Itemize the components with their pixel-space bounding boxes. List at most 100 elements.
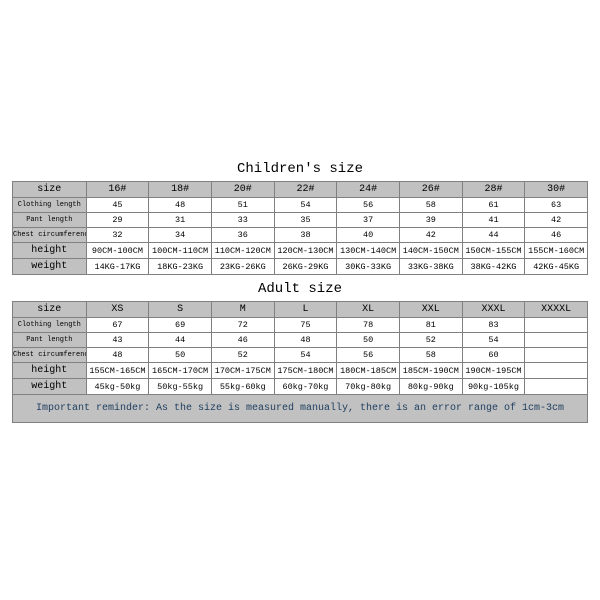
adult-title: Adult size — [12, 275, 588, 301]
cell: 67 — [86, 318, 149, 333]
children-table: size 16# 18# 20# 22# 24# 26# 28# 30# Clo… — [12, 181, 588, 275]
row-label: Clothing length — [13, 318, 87, 333]
table-row: Clothing length 45 48 51 54 56 58 61 63 — [13, 198, 588, 213]
cell: 31 — [149, 213, 212, 228]
cell: 81 — [399, 318, 462, 333]
children-title: Children's size — [12, 155, 588, 181]
cell: 63 — [525, 198, 588, 213]
cell: 50kg-55kg — [149, 379, 212, 395]
cell: 43 — [86, 333, 149, 348]
cell — [525, 348, 588, 363]
adult-size-6: XXXL — [462, 302, 525, 318]
table-row: Chest circumference 1/2 32 34 36 38 40 4… — [13, 228, 588, 243]
cell: 100CM-110CM — [149, 243, 212, 259]
cell: 38KG-42KG — [462, 259, 525, 275]
cell: 75 — [274, 318, 337, 333]
cell: 33KG-38KG — [399, 259, 462, 275]
cell: 26KG-29KG — [274, 259, 337, 275]
cell: 80kg-90kg — [399, 379, 462, 395]
cell: 150CM-155CM — [462, 243, 525, 259]
cell: 32 — [86, 228, 149, 243]
cell: 69 — [149, 318, 212, 333]
cell: 41 — [462, 213, 525, 228]
cell: 18KG-23KG — [149, 259, 212, 275]
cell: 140CM-150CM — [399, 243, 462, 259]
cell: 14KG-17KG — [86, 259, 149, 275]
adult-size-2: M — [211, 302, 274, 318]
cell: 56 — [337, 198, 400, 213]
cell: 36 — [211, 228, 274, 243]
cell — [525, 363, 588, 379]
cell: 54 — [462, 333, 525, 348]
cell: 45 — [86, 198, 149, 213]
cell: 70kg-80kg — [337, 379, 400, 395]
cell: 40 — [337, 228, 400, 243]
cell: 48 — [149, 198, 212, 213]
table-row: height 155CM-165CM 165CM-170CM 170CM-175… — [13, 363, 588, 379]
cell: 130CM-140CM — [337, 243, 400, 259]
cell: 35 — [274, 213, 337, 228]
row-label: weight — [13, 379, 87, 395]
cell — [525, 379, 588, 395]
cell: 34 — [149, 228, 212, 243]
cell: 190CM-195CM — [462, 363, 525, 379]
cell: 48 — [86, 348, 149, 363]
adult-size-0: XS — [86, 302, 149, 318]
adult-size-label: size — [13, 302, 87, 318]
cell: 55kg-60kg — [211, 379, 274, 395]
cell: 90kg-105kg — [462, 379, 525, 395]
cell: 39 — [399, 213, 462, 228]
row-label: Clothing length — [13, 198, 87, 213]
cell: 42 — [399, 228, 462, 243]
cell: 58 — [399, 198, 462, 213]
cell: 42 — [525, 213, 588, 228]
adult-size-3: L — [274, 302, 337, 318]
cell: 83 — [462, 318, 525, 333]
cell: 155CM-160CM — [525, 243, 588, 259]
row-label: weight — [13, 259, 87, 275]
cell: 170CM-175CM — [211, 363, 274, 379]
table-row: Clothing length 67 69 72 75 78 81 83 — [13, 318, 588, 333]
cell: 185CM-190CM — [399, 363, 462, 379]
table-row: Pant length 43 44 46 48 50 52 54 — [13, 333, 588, 348]
adult-header-row: size XS S M L XL XXL XXXL XXXXL — [13, 302, 588, 318]
cell: 42KG-45KG — [525, 259, 588, 275]
cell: 30KG-33KG — [337, 259, 400, 275]
cell: 180CM-185CM — [337, 363, 400, 379]
cell: 61 — [462, 198, 525, 213]
row-label: height — [13, 243, 87, 259]
children-size-4: 24# — [337, 182, 400, 198]
cell — [525, 318, 588, 333]
cell: 110CM-120CM — [211, 243, 274, 259]
cell: 165CM-170CM — [149, 363, 212, 379]
size-tables: Children's size size 16# 18# 20# 22# 24#… — [12, 155, 588, 423]
row-label: Pant length — [13, 213, 87, 228]
children-size-2: 20# — [211, 182, 274, 198]
cell: 23KG-26KG — [211, 259, 274, 275]
cell: 54 — [274, 198, 337, 213]
children-size-6: 28# — [462, 182, 525, 198]
table-row: height 90CM-100CM 100CM-110CM 110CM-120C… — [13, 243, 588, 259]
cell: 51 — [211, 198, 274, 213]
cell: 58 — [399, 348, 462, 363]
table-row: weight 45kg-50kg 50kg-55kg 55kg-60kg 60k… — [13, 379, 588, 395]
cell: 46 — [525, 228, 588, 243]
cell: 50 — [149, 348, 212, 363]
cell: 52 — [211, 348, 274, 363]
cell: 37 — [337, 213, 400, 228]
adult-size-1: S — [149, 302, 212, 318]
cell: 50 — [337, 333, 400, 348]
children-size-0: 16# — [86, 182, 149, 198]
cell: 44 — [462, 228, 525, 243]
children-size-1: 18# — [149, 182, 212, 198]
table-row: Chest circumference 1/2 48 50 52 54 56 5… — [13, 348, 588, 363]
cell: 38 — [274, 228, 337, 243]
children-size-label: size — [13, 182, 87, 198]
cell: 56 — [337, 348, 400, 363]
row-label: Chest circumference 1/2 — [13, 348, 87, 363]
table-row: Pant length 29 31 33 35 37 39 41 42 — [13, 213, 588, 228]
adult-size-7: XXXXL — [525, 302, 588, 318]
cell: 155CM-165CM — [86, 363, 149, 379]
adult-size-4: XL — [337, 302, 400, 318]
adult-size-5: XXL — [399, 302, 462, 318]
